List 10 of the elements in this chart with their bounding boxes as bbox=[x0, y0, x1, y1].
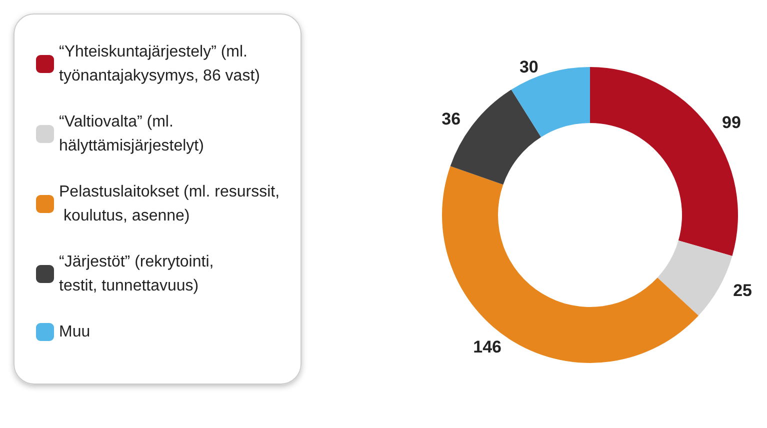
data-label: 36 bbox=[442, 109, 461, 128]
legend-label: “Järjestöt” (rekrytointi, testit, tunnettavuus) bbox=[59, 254, 218, 294]
legend-label: Muu bbox=[59, 324, 90, 340]
legend-label: Pelastuslaitokset (ml. resurssit, koulutus, asenne) bbox=[59, 184, 280, 224]
data-label: 99 bbox=[722, 112, 741, 132]
legend-label: “Valtiovalta” (ml. hälyttämisjärjestelyt) bbox=[59, 114, 204, 154]
data-label: 30 bbox=[519, 58, 538, 77]
data-label: 25 bbox=[733, 281, 752, 300]
data-label: 146 bbox=[473, 337, 502, 356]
legend-label: “Yhteiskuntajärjestely” (ml. työnantajakysymys, 86 vast) bbox=[59, 44, 260, 84]
